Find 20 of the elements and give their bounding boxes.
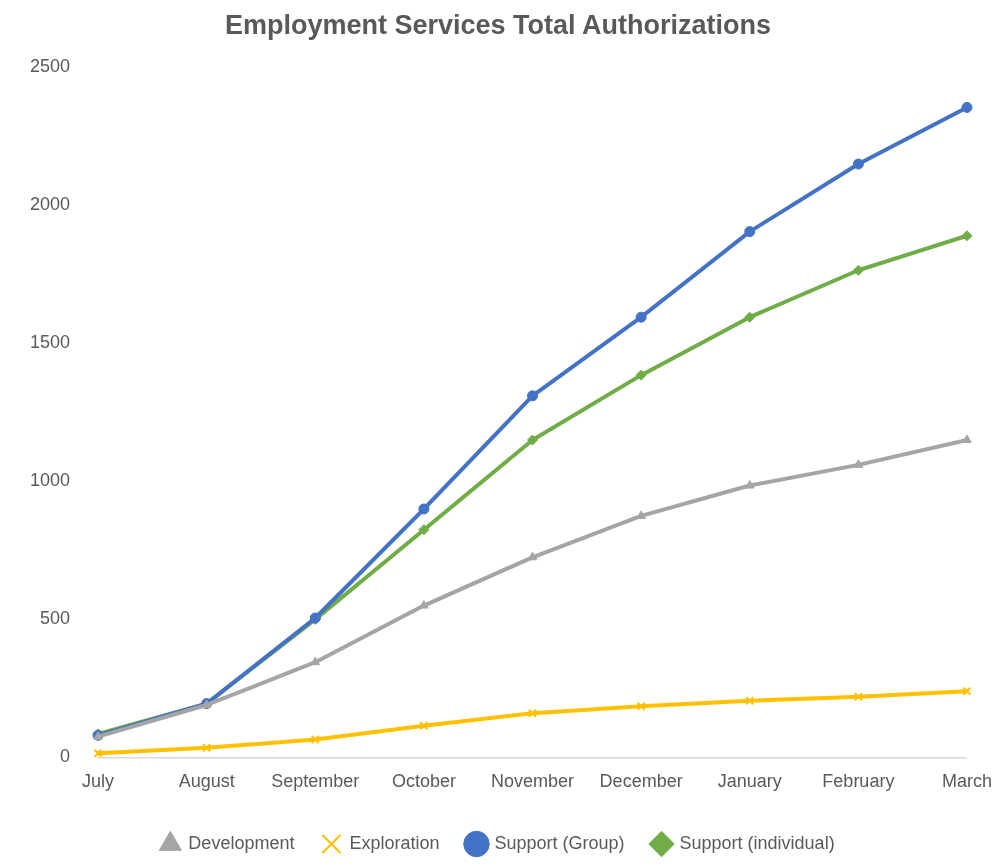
y-tick-label: 1500	[30, 332, 71, 353]
legend-label: Support (Group)	[494, 832, 625, 853]
x-tick-label: July	[82, 771, 115, 792]
x-tick-label: December	[599, 771, 683, 792]
x-tick-label: November	[491, 771, 575, 792]
x-tick-label: January	[717, 771, 782, 792]
legend-label: Support (individual)	[679, 832, 835, 853]
legend-label: Exploration	[349, 832, 440, 853]
y-tick-label: 500	[40, 608, 71, 629]
y-tick-label: 2500	[30, 56, 71, 77]
chart-title: Employment Services Total Authorizations	[224, 9, 772, 40]
y-tick-label: 0	[60, 746, 71, 767]
legend-label: Development	[188, 832, 295, 853]
x-tick-label: September	[271, 771, 360, 792]
x-tick-label: August	[178, 771, 235, 792]
x-tick-label: February	[822, 771, 895, 792]
x-tick-label: October	[391, 771, 456, 792]
y-tick-label: 2000	[30, 194, 71, 215]
x-tick-label: March	[941, 771, 992, 792]
y-tick-label: 1000	[30, 470, 71, 491]
